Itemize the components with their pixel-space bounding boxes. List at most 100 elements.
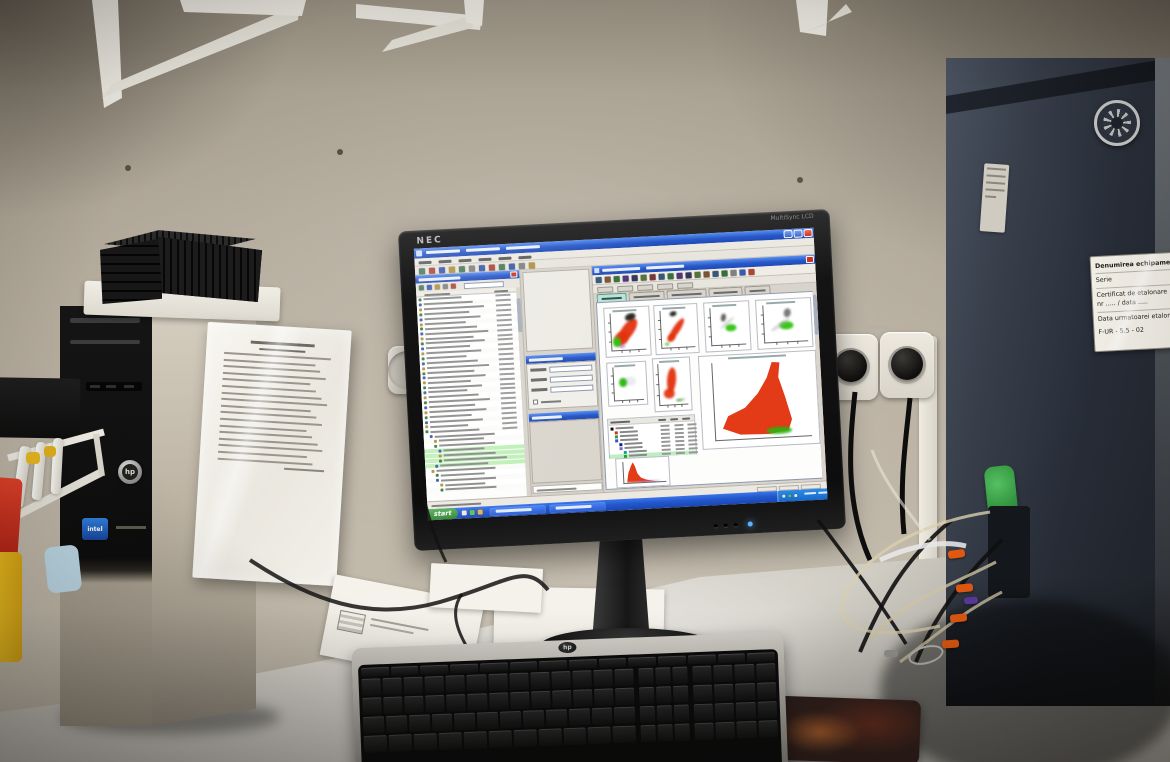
keyboard-key <box>674 723 690 741</box>
wall-brackets <box>92 0 852 183</box>
keyboard-key <box>714 702 735 721</box>
keyboard-key <box>382 677 403 696</box>
keyboard-key <box>638 667 654 686</box>
monitor-stand-neck <box>592 536 650 642</box>
keyboard-key <box>450 663 479 674</box>
instrument-logo-icon <box>1094 100 1140 146</box>
keyboard-key <box>673 704 689 723</box>
keyboard-key <box>509 661 538 672</box>
black-rack-stack <box>100 228 262 306</box>
keyboard-key <box>477 711 499 730</box>
keyboard-key <box>362 716 385 734</box>
keyboard-key <box>713 664 734 683</box>
keyboard-key <box>692 684 713 703</box>
keyboard-key <box>530 671 550 690</box>
keyboard-key <box>615 687 635 706</box>
keyboard-key <box>425 694 446 713</box>
keyboard-key <box>363 735 388 753</box>
keyboard-key <box>598 657 627 668</box>
metal-cylinder <box>884 650 898 657</box>
keyboard-key <box>509 691 530 710</box>
keyboard-key <box>734 663 755 682</box>
instrument-bottom-shadow <box>946 576 1170 706</box>
keyboard-key <box>628 656 657 667</box>
power-plug <box>891 348 923 380</box>
keyboard-key <box>454 712 476 731</box>
keyboard-key <box>655 667 671 685</box>
keyboard-key <box>757 701 778 719</box>
keyboard-key <box>522 710 545 728</box>
keyboard-key <box>672 666 688 685</box>
keyboard-key <box>403 676 424 695</box>
keyboard-key <box>568 708 591 727</box>
keyboard-key <box>568 658 597 669</box>
keyboard-key <box>693 703 714 722</box>
tower-front-bezel <box>60 306 152 726</box>
keyboard-key <box>438 732 462 751</box>
hp-logo: hp <box>558 641 577 654</box>
keyboard-key <box>736 720 757 739</box>
keyboard-key <box>390 665 419 676</box>
keyboard-key <box>735 701 756 720</box>
keyboard-key <box>361 666 390 677</box>
keyboard-key <box>591 707 613 726</box>
keyboard-key <box>572 670 592 688</box>
model-text-bar <box>116 526 146 529</box>
keyboard-key <box>747 652 776 663</box>
corner-shadow <box>880 600 1170 762</box>
keyboard-key <box>431 713 453 732</box>
keyboard-key <box>639 705 656 724</box>
keyboard-key <box>594 688 614 707</box>
keyboard-key <box>488 730 512 749</box>
keyboard-key <box>539 660 568 671</box>
power-plug <box>835 350 867 382</box>
keyboard-key <box>385 715 408 734</box>
keyboard-key <box>467 693 488 711</box>
keyboard-key <box>446 693 467 712</box>
keyboard-key <box>361 678 382 696</box>
keyboard-key <box>656 686 672 704</box>
keyboard-key <box>530 690 551 709</box>
yellow-cap <box>44 446 56 457</box>
keyboard-key <box>487 673 508 692</box>
keyboard-key <box>413 733 438 752</box>
optical-drive-slot <box>70 340 140 344</box>
keyboard: hp <box>351 631 789 762</box>
keyboard-key <box>756 682 777 700</box>
keyboard-key <box>657 724 673 742</box>
purple-fitting <box>963 596 979 605</box>
intel-sticker: intel <box>82 518 108 540</box>
keyboard-key <box>466 674 487 692</box>
keyboard-key <box>551 689 572 708</box>
flow-cytometer-instrument: Denumirea echipament Serie Certificat de… <box>946 58 1170 706</box>
yellow-cap <box>26 452 40 464</box>
keyboard-key <box>758 720 778 738</box>
keyboard-key <box>691 665 712 684</box>
keyboard-key <box>388 734 413 752</box>
keyboard-key <box>509 672 529 691</box>
keyboard-key <box>563 727 587 746</box>
keyboard-key <box>420 664 449 675</box>
orange-luer-fitting <box>941 639 960 649</box>
keyboard-key <box>614 668 635 687</box>
hp-logo: hp <box>118 460 142 484</box>
keyboard-key <box>362 697 382 715</box>
keyboard-key <box>513 729 537 748</box>
keyboard-key <box>614 706 636 725</box>
keyboard-key <box>755 663 776 681</box>
keyboard-key <box>715 721 736 740</box>
keyboard-key <box>499 710 522 729</box>
mousepad <box>764 695 922 762</box>
keyboard-key <box>404 695 425 714</box>
optical-drive-slot <box>70 318 140 323</box>
keyboard-key <box>545 709 568 727</box>
keyboard-key <box>640 724 657 743</box>
card-reader <box>86 382 142 391</box>
keyboard-key <box>572 689 593 707</box>
keyboard-key <box>672 685 689 704</box>
keyboard-key <box>687 654 716 665</box>
keyboard-key <box>717 653 746 664</box>
keyboard-key <box>445 675 466 693</box>
keyboard-key <box>693 722 714 741</box>
